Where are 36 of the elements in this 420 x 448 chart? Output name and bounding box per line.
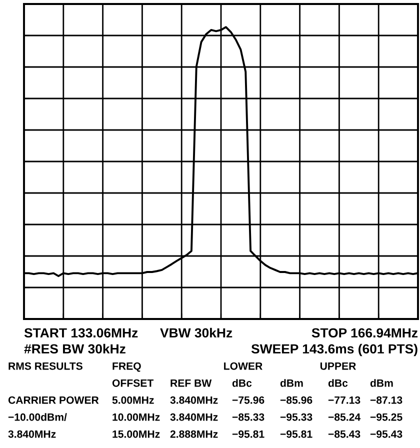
text: VBW 30kHz [160, 328, 232, 338]
text: −95.25 [370, 413, 402, 421]
text: SWEEP 143.6ms (601 PTS) [251, 344, 418, 356]
text: dBm [280, 379, 303, 387]
text: −85.43 [328, 430, 360, 438]
text: 3.840MHz [8, 430, 56, 438]
text: dBc [328, 379, 348, 387]
text: −75.96 [232, 396, 264, 404]
text: 10.00MHz [112, 413, 160, 421]
text: RMS RESULTS [8, 362, 82, 370]
text: dBm [370, 379, 393, 387]
text: 2.888MHz [170, 430, 218, 438]
text: −85.33 [232, 413, 264, 421]
text: −77.13 [328, 396, 360, 404]
text: −95.43 [370, 430, 402, 438]
text: 3.840MHz [170, 413, 218, 421]
text: −87.13 [370, 396, 402, 404]
text: 15.00MHz [112, 430, 160, 438]
text: dBc [232, 379, 252, 387]
text: START 133.06MHz [24, 328, 138, 338]
text: −95.81 [232, 430, 264, 438]
text: #RES BW 30kHz [24, 344, 126, 354]
text: −95.81 [280, 430, 312, 438]
text: OFFSET [112, 379, 154, 387]
text: −95.33 [280, 413, 312, 421]
text: −10.00dBm/ [8, 413, 67, 421]
text: UPPER [320, 362, 356, 370]
text: 3.840MHz [170, 396, 218, 404]
text: LOWER [224, 362, 262, 370]
text: CARRIER POWER [8, 396, 99, 404]
text: FREQ [112, 362, 141, 372]
text: STOP 166.94MHz [312, 328, 418, 338]
text: −85.24 [328, 413, 361, 421]
text: 5.00MHz [112, 396, 154, 404]
text: −85.96 [280, 396, 312, 404]
text: REF BW [170, 379, 212, 387]
